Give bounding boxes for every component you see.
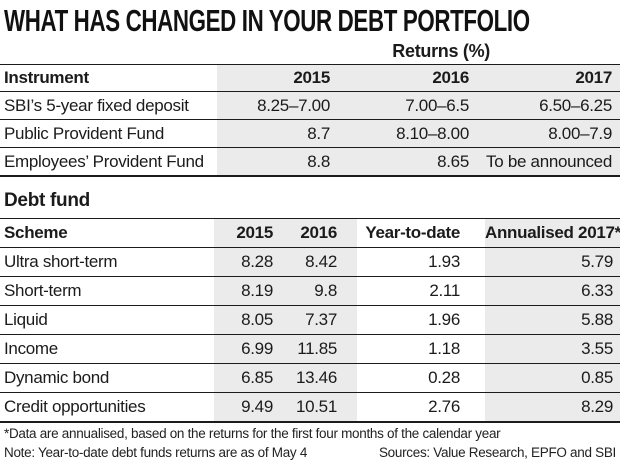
- value-cell: 8.00–7.9: [475, 120, 620, 148]
- value-cell: 3.55: [485, 335, 620, 364]
- value-cell: 8.29: [485, 393, 620, 421]
- value-cell: 6.99: [214, 335, 276, 364]
- scheme-cell: Credit opportunities: [4, 397, 146, 416]
- debt-fund-table: Scheme 2015 2016 Year-to-date Annualised…: [0, 218, 620, 423]
- value-cell: 8.8: [217, 148, 335, 175]
- column-header-year-to-date: Year-to-date: [357, 219, 485, 248]
- column-header-annualised-2017: Annualised 2017*: [485, 219, 620, 248]
- value-cell: 8.7: [217, 120, 335, 148]
- value-cell: 8.25–7.00: [217, 92, 335, 120]
- value-cell: 8.65: [335, 148, 475, 175]
- value-cell: 2.11: [357, 277, 485, 306]
- value-cell: 6.50–6.25: [475, 92, 620, 120]
- scheme-cell: Income: [0, 335, 214, 364]
- value-cell: 7.00–6.5: [335, 92, 475, 120]
- value-cell: 8.42: [276, 248, 357, 277]
- scheme-cell: Short-term: [0, 277, 214, 306]
- annualised-footnote: *Data are annualised, based on the retur…: [4, 426, 501, 441]
- scheme-cell: Ultra short-term: [0, 248, 214, 277]
- returns-group-header: Returns (%): [392, 41, 490, 61]
- value-cell: 5.79: [485, 248, 620, 277]
- column-header-scheme: Scheme: [0, 219, 214, 248]
- value-cell: 0.28: [357, 364, 485, 393]
- value-cell: 5.88: [485, 306, 620, 335]
- value-cell: 1.18: [357, 335, 485, 364]
- instruments-table: Instrument 2015 2016 2017 SBI’s 5-year f…: [0, 64, 620, 177]
- value-cell: 2.76: [428, 397, 460, 416]
- value-cell: 9.8: [276, 277, 357, 306]
- column-header-2017: 2017: [475, 65, 620, 92]
- value-cell: 7.37: [276, 306, 357, 335]
- column-header-2016: 2016: [335, 65, 475, 92]
- column-header-2015: 2015: [214, 219, 276, 248]
- value-cell: 10.51: [276, 393, 357, 421]
- value-cell: To be announced: [475, 148, 620, 175]
- value-cell: 8.19: [214, 277, 276, 306]
- bottom-note-row: Note: Year-to-date debt funds returns ar…: [4, 445, 616, 460]
- column-header-2016: 2016: [276, 219, 357, 248]
- sources-note: Sources: Value Research, EPFO and SBI: [378, 445, 616, 460]
- scheme-cell: Dynamic bond: [0, 364, 214, 393]
- instrument-cell: Employees’ Provident Fund: [4, 152, 204, 171]
- value-cell: 13.46: [276, 364, 357, 393]
- value-cell: 6.33: [485, 277, 620, 306]
- value-cell: 9.49: [214, 393, 276, 421]
- value-cell: 1.96: [357, 306, 485, 335]
- scheme-cell: Liquid: [0, 306, 214, 335]
- instrument-cell: Public Provident Fund: [0, 120, 217, 148]
- section-heading-debt-fund: Debt fund: [4, 190, 90, 211]
- value-cell: 11.85: [276, 335, 357, 364]
- value-cell: 0.85: [485, 364, 620, 393]
- column-header-instrument: Instrument: [0, 65, 217, 92]
- column-header-2015: 2015: [217, 65, 335, 92]
- ytd-note: Note: Year-to-date debt funds returns ar…: [4, 445, 308, 460]
- value-cell: 1.93: [357, 248, 485, 277]
- value-cell: 8.28: [214, 248, 276, 277]
- value-cell: 6.85: [214, 364, 276, 393]
- instrument-cell: SBI’s 5-year fixed deposit: [0, 92, 217, 120]
- value-cell: 8.05: [214, 306, 276, 335]
- value-cell: 8.10–8.00: [335, 120, 475, 148]
- page-title: WHAT HAS CHANGED IN YOUR DEBT PORTFOLIO: [4, 3, 530, 38]
